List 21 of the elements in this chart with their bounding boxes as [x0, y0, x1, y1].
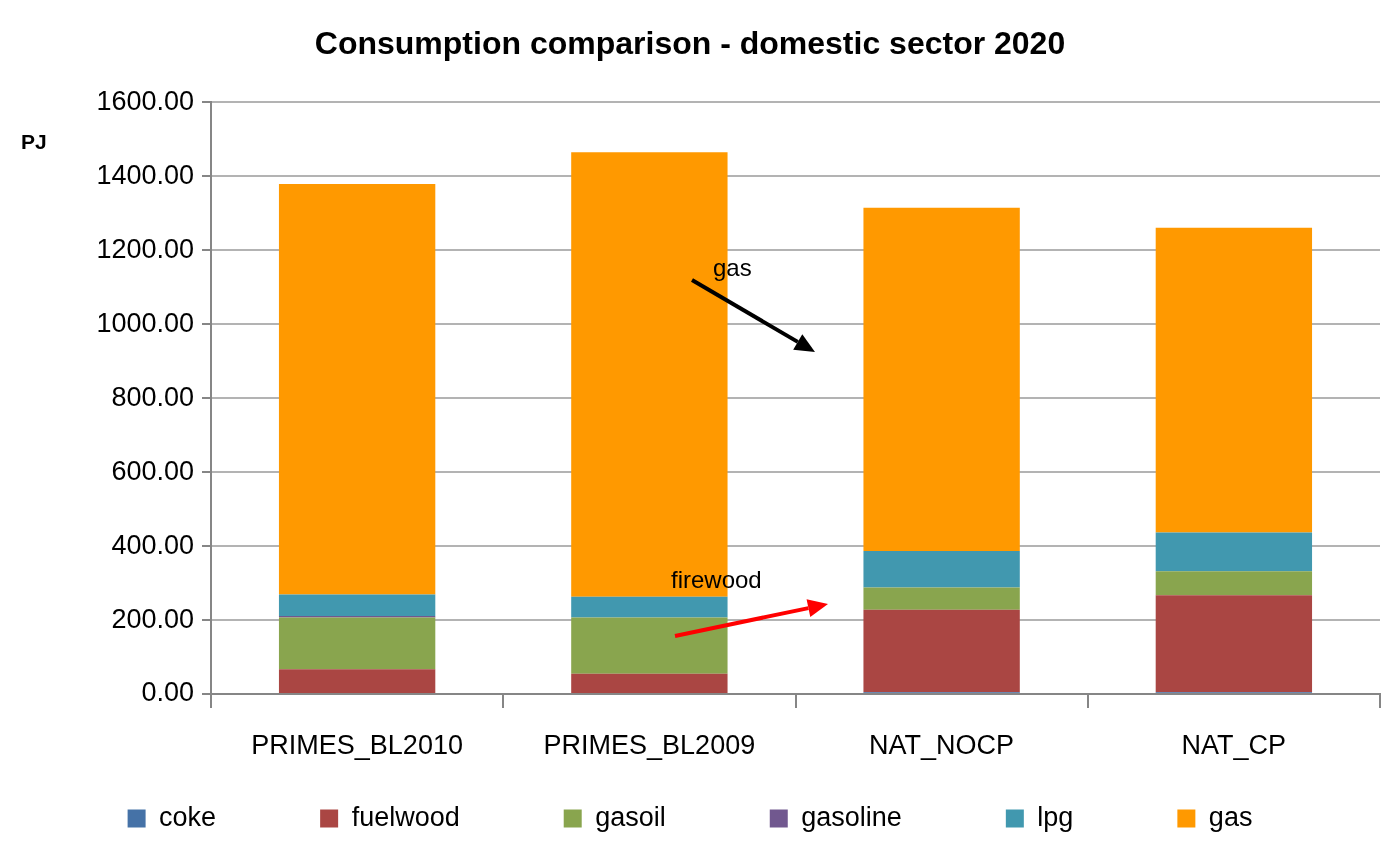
y-tick-label: 1200.00 [96, 233, 194, 264]
y-tick-label: 1000.00 [96, 307, 194, 338]
y-tick-label: 600.00 [111, 455, 194, 486]
chart-title: Consumption comparison - domestic sector 2020 [314, 25, 1066, 62]
y-tick-label: 1400.00 [96, 159, 194, 190]
legend-label: gas [1208, 801, 1253, 832]
legend-label: gasoil [595, 801, 666, 832]
legend-label: fuelwood [351, 801, 460, 832]
y-tick-label: 1600.00 [96, 85, 194, 116]
y-tick-label: 0.00 [141, 677, 194, 708]
legend-label: gasoline [801, 801, 902, 832]
x-tick-label: PRIMES_BL2010 [251, 729, 463, 760]
y-tick-label: 400.00 [111, 529, 194, 560]
y-axis-title: PJ [21, 129, 47, 153]
y-tick-label: 800.00 [111, 381, 194, 412]
x-tick-label: NAT_CP [1181, 729, 1287, 760]
y-tick-label: 200.00 [111, 603, 194, 634]
legend-label: coke [159, 801, 217, 832]
legend-label: lpg [1037, 801, 1074, 832]
x-tick-label: NAT_NOCP [869, 729, 1015, 760]
x-tick-label: PRIMES_BL2009 [543, 729, 756, 760]
